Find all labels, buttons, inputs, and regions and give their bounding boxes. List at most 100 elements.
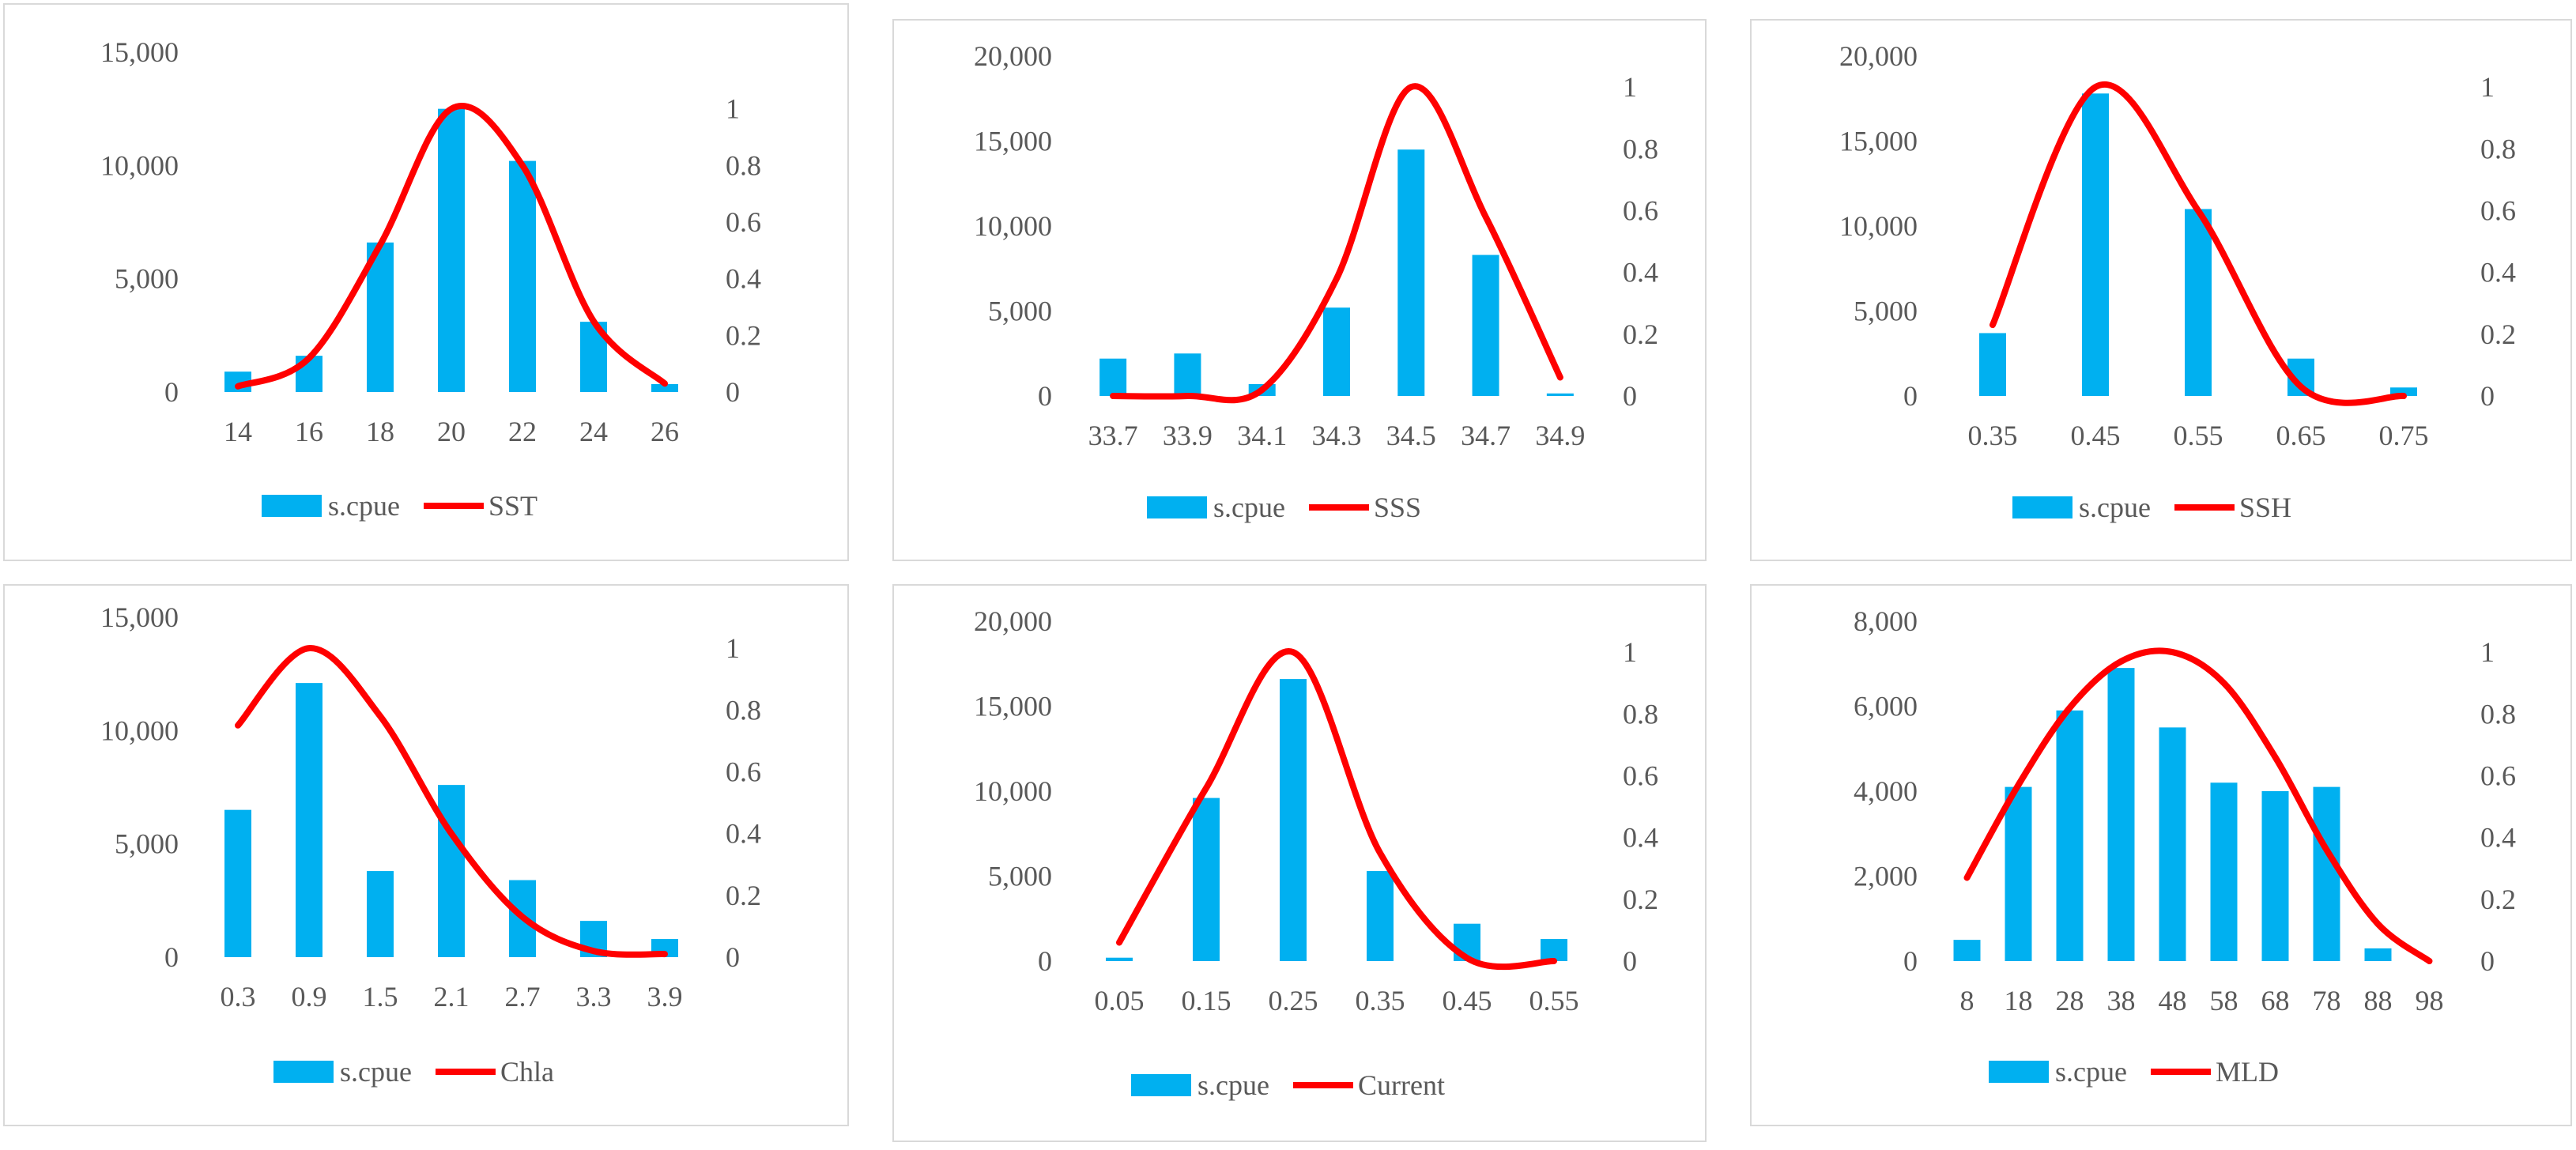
bar-s-cpue bbox=[1541, 939, 1567, 961]
right-axis-tick-label: 0.2 bbox=[1623, 884, 1658, 915]
right-axis-tick-label: 1 bbox=[2480, 71, 2495, 103]
right-axis-tick-label: 1 bbox=[1623, 636, 1637, 668]
left-axis-tick-label: 20,000 bbox=[974, 605, 1052, 637]
left-axis-tick-label: 15,000 bbox=[100, 36, 179, 68]
left-axis-tick-label: 20,000 bbox=[1839, 40, 1918, 72]
bar-s-cpue bbox=[1397, 149, 1425, 396]
left-axis-tick-label: 0 bbox=[1038, 380, 1052, 412]
x-axis-tick-label: 0.45 bbox=[1443, 985, 1492, 1016]
line-series-ssh bbox=[1990, 81, 2407, 406]
x-axis-tick-label: 0.35 bbox=[1968, 420, 2018, 451]
left-axis-tick-label: 10,000 bbox=[100, 149, 179, 181]
right-axis-tick-label: 0.2 bbox=[1623, 319, 1658, 350]
left-axis-tick-label: 20,000 bbox=[974, 40, 1052, 72]
legend-label-bar: s.cpue bbox=[340, 1056, 412, 1088]
chart-svg-ssh: 0 5,000 10,000 15,000 20,000 0 0.2 0.4 0.6 0.8 1 0.… bbox=[1839, 40, 2516, 523]
chart-panel-sss: 0 5,000 10,000 15,000 20,000 0 0.2 0.4 0.6 0.8 1 33… bbox=[892, 19, 1707, 561]
bar-s-cpue bbox=[1979, 333, 2006, 396]
x-axis-tick-label: 24 bbox=[579, 416, 608, 447]
right-axis-tick-label: 0.4 bbox=[2480, 257, 2516, 288]
legend-swatch-bar bbox=[1989, 1061, 2049, 1083]
legend-swatch-bar bbox=[2012, 496, 2072, 518]
right-axis-tick-label: 0.4 bbox=[1623, 822, 1658, 854]
bar-s-cpue bbox=[1323, 307, 1350, 396]
x-axis-tick-label: 8 bbox=[1960, 985, 1974, 1016]
legend-label-line: MLD bbox=[2216, 1056, 2279, 1088]
line-series-sss bbox=[1110, 83, 1563, 404]
x-axis-tick-label: 16 bbox=[295, 416, 323, 447]
x-axis-tick-label: 34.5 bbox=[1386, 420, 1436, 451]
bar-s-cpue bbox=[1953, 940, 1981, 961]
right-axis-tick-label: 0.8 bbox=[726, 149, 761, 181]
x-axis-tick-label: 34.1 bbox=[1237, 420, 1287, 451]
left-axis-tick-label: 5,000 bbox=[1854, 296, 1918, 327]
chart-svg-current: 0 5,000 10,000 15,000 20,000 0 0.2 0.4 0.6 0.8 1 0.… bbox=[974, 605, 1658, 1101]
right-axis-tick-label: 0.6 bbox=[1623, 194, 1658, 226]
legend-label-bar: s.cpue bbox=[328, 490, 400, 522]
left-axis-tick-label: 5,000 bbox=[988, 296, 1052, 327]
right-axis-tick-label: 0.2 bbox=[2480, 884, 2516, 915]
bar-s-cpue bbox=[2107, 668, 2135, 961]
bar-s-cpue bbox=[296, 683, 322, 957]
legend-label-line: SST bbox=[488, 490, 537, 522]
x-axis-tick-label: 0.05 bbox=[1095, 985, 1145, 1016]
bar-s-cpue bbox=[2159, 727, 2186, 961]
bar-s-cpue bbox=[2185, 209, 2212, 396]
right-axis-tick-label: 0.6 bbox=[726, 756, 761, 787]
line-series-mld bbox=[1963, 647, 2433, 964]
bar-s-cpue bbox=[438, 108, 465, 392]
bar-s-cpue bbox=[224, 809, 251, 957]
bar-s-cpue bbox=[2390, 387, 2417, 396]
bar-s-cpue bbox=[2005, 786, 2032, 961]
x-axis-tick-label: 3.3 bbox=[576, 981, 612, 1012]
legend-label-bar: s.cpue bbox=[1213, 492, 1285, 523]
x-axis-tick-label: 98 bbox=[2416, 985, 2444, 1016]
right-axis-tick-label: 0 bbox=[726, 376, 740, 408]
right-axis-tick-label: 0.8 bbox=[2480, 698, 2516, 730]
x-axis-tick-label: 0.55 bbox=[2174, 420, 2223, 451]
x-axis-tick-label: 34.9 bbox=[1535, 420, 1585, 451]
x-axis-tick-label: 0.75 bbox=[2379, 420, 2429, 451]
x-axis-tick-label: 0.25 bbox=[1269, 985, 1318, 1016]
chart-svg-sst: 0 5,000 10,000 15,000 0 0.2 0.4 0.6 0.8 1 14 16 18 20… bbox=[100, 36, 761, 522]
line-series-current bbox=[1116, 648, 1557, 971]
right-axis-tick-label: 1 bbox=[1623, 71, 1637, 103]
bar-s-cpue bbox=[1174, 353, 1201, 396]
left-axis-tick-label: 10,000 bbox=[974, 775, 1052, 807]
bar-s-cpue bbox=[438, 785, 465, 957]
x-axis-tick-label: 0.15 bbox=[1182, 985, 1231, 1016]
bar-s-cpue bbox=[2056, 710, 2084, 961]
right-axis-tick-label: 0.4 bbox=[726, 818, 761, 850]
right-axis-tick-label: 0.8 bbox=[2480, 133, 2516, 164]
legend-swatch-bar bbox=[262, 495, 322, 517]
chart-panel-mld: 0 2,000 4,000 6,000 8,000 0 0.2 0.4 0.6 0.8 1 8 18 28… bbox=[1750, 584, 2572, 1126]
x-axis-tick-label: 33.9 bbox=[1163, 420, 1213, 451]
x-axis-tick-label: 14 bbox=[224, 416, 252, 447]
bar-s-cpue bbox=[1106, 957, 1133, 961]
legend-swatch-bar bbox=[273, 1061, 334, 1083]
right-axis-tick-label: 0 bbox=[2480, 380, 2495, 412]
right-axis-tick-label: 0.2 bbox=[726, 880, 761, 911]
right-axis-tick-label: 0.8 bbox=[726, 694, 761, 726]
left-axis-tick-label: 10,000 bbox=[974, 210, 1052, 242]
x-axis-tick-label: 1.5 bbox=[363, 981, 398, 1012]
x-axis-tick-label: 18 bbox=[366, 416, 394, 447]
x-axis-tick-label: 0.65 bbox=[2276, 420, 2326, 451]
right-axis-tick-label: 0.8 bbox=[1623, 133, 1658, 164]
right-axis-tick-label: 0 bbox=[726, 941, 740, 973]
left-axis-tick-label: 15,000 bbox=[974, 126, 1052, 157]
left-axis-tick-label: 5,000 bbox=[988, 861, 1052, 892]
right-axis-tick-label: 0 bbox=[2480, 945, 2495, 977]
legend-label-line: Current bbox=[1358, 1069, 1445, 1101]
legend-label-line: SSH bbox=[2239, 492, 2291, 523]
x-axis-tick-label: 33.7 bbox=[1088, 420, 1138, 451]
bar-s-cpue bbox=[1193, 797, 1220, 961]
x-axis-tick-label: 20 bbox=[437, 416, 466, 447]
x-axis-tick-label: 34.3 bbox=[1312, 420, 1362, 451]
left-axis-tick-label: 15,000 bbox=[974, 691, 1052, 722]
left-axis-tick-label: 0 bbox=[1038, 945, 1052, 977]
x-axis-tick-label: 34.7 bbox=[1461, 420, 1511, 451]
x-axis-tick-label: 0.45 bbox=[2071, 420, 2121, 451]
chart-panel-ssh: 0 5,000 10,000 15,000 20,000 0 0.2 0.4 0.6 0.8 1 0.… bbox=[1750, 19, 2572, 561]
x-axis-tick-label: 78 bbox=[2313, 985, 2341, 1016]
